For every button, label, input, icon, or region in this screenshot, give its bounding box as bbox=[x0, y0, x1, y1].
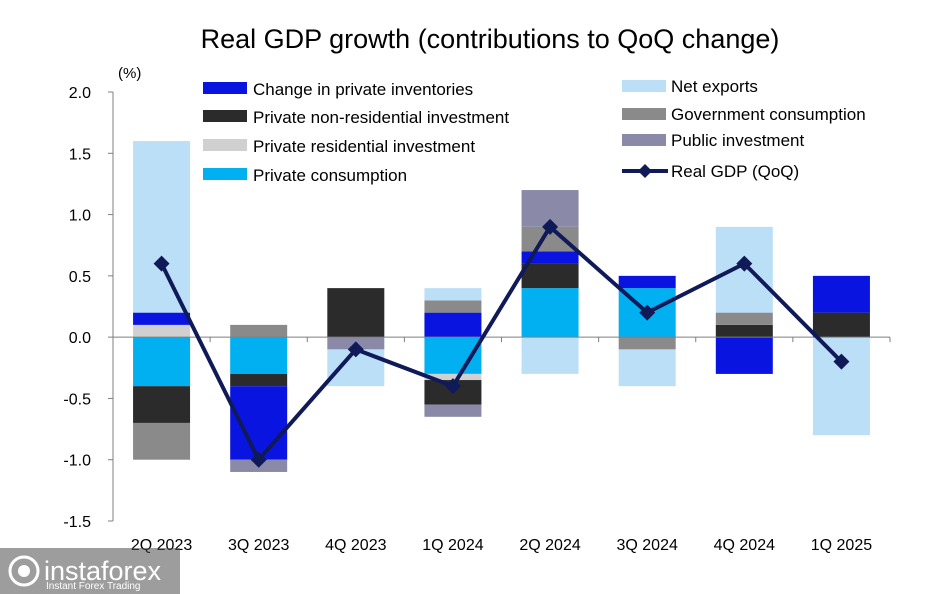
bar-change-in-private-inventories-1q-2025 bbox=[812, 275, 870, 313]
y-tick-label: -1.0 bbox=[63, 453, 91, 470]
bar-government-consumption-1q-2024 bbox=[424, 300, 482, 313]
legend-swatch-net-exports bbox=[622, 80, 666, 92]
bar-government-consumption-2q-2023 bbox=[133, 422, 191, 460]
axes bbox=[108, 91, 891, 522]
y-axis-unit: (%) bbox=[118, 65, 141, 82]
legend-label-private-non-residential-investment: Private non-residential investment bbox=[253, 108, 509, 127]
bar-private-residential-investment-2q-2023 bbox=[133, 324, 191, 338]
y-tick-label: 1.5 bbox=[69, 146, 91, 163]
y-tick-labels: 2.0 1.5 1.0 0.5 0.0 -0.5 -1.0 -1.5 bbox=[63, 85, 91, 531]
legend-label-real-gdp-qoq: Real GDP (QoQ) bbox=[671, 162, 799, 181]
x-tick-labels: 2Q 2023 3Q 2023 4Q 2023 1Q 2024 2Q 2024 3Q 20… bbox=[131, 537, 872, 554]
watermark: instaforex Instant Forex Trading bbox=[0, 548, 180, 594]
bar-government-consumption-3q-2023 bbox=[230, 324, 288, 338]
legend-swatch-public-investment bbox=[622, 134, 666, 146]
bar-net-exports-2q-2023 bbox=[133, 141, 191, 313]
bar-net-exports-2q-2024 bbox=[521, 337, 579, 374]
bar-private-non-residential-investment-3q-2023 bbox=[230, 373, 288, 387]
legend-swatch-change-in-private-inventories bbox=[203, 82, 247, 94]
real-gdp-point-1q-2025 bbox=[833, 353, 850, 370]
bar-private-consumption-3q-2023 bbox=[230, 337, 288, 374]
stacked-bars bbox=[133, 141, 870, 472]
bar-private-non-residential-investment-2q-2023 bbox=[133, 386, 191, 423]
legend-label-public-investment: Public investment bbox=[671, 131, 805, 150]
watermark-tagline: Instant Forex Trading bbox=[46, 581, 141, 592]
bar-net-exports-3q-2024 bbox=[618, 349, 676, 387]
instaforex-logo-icon bbox=[8, 555, 40, 587]
bar-private-consumption-2q-2024 bbox=[521, 288, 579, 338]
bar-change-in-private-inventories-2q-2024 bbox=[521, 251, 579, 264]
legend-label-private-residential-investment: Private residential investment bbox=[253, 137, 475, 156]
real-gdp-line bbox=[153, 218, 850, 468]
real-gdp-point-4q-2024 bbox=[736, 255, 753, 272]
legend-swatch-private-non-residential-investment bbox=[203, 110, 247, 122]
real-gdp-point-4q-2023 bbox=[347, 341, 364, 358]
bar-private-non-residential-investment-4q-2023 bbox=[327, 288, 385, 338]
real-gdp-point-3q-2023 bbox=[250, 451, 267, 468]
legend-label-private-consumption: Private consumption bbox=[253, 166, 407, 185]
chart-title: Real GDP growth (contributions to QoQ ch… bbox=[201, 24, 780, 54]
bar-private-residential-investment-1q-2024 bbox=[424, 373, 482, 381]
bar-change-in-private-inventories-1q-2024 bbox=[424, 312, 482, 338]
y-tick-label: 2.0 bbox=[69, 85, 91, 102]
x-tick-label-1q-2025: 1Q 2025 bbox=[811, 537, 872, 554]
bar-private-non-residential-investment-1q-2025 bbox=[812, 312, 870, 338]
bar-private-consumption-2q-2023 bbox=[133, 337, 191, 387]
x-tick-label-2q-2024: 2Q 2024 bbox=[519, 537, 580, 554]
real-gdp-point-3q-2024 bbox=[639, 304, 656, 321]
x-tick-label-3q-2023: 3Q 2023 bbox=[228, 537, 289, 554]
y-tick-label: 0.5 bbox=[69, 269, 91, 286]
legend-swatch-private-consumption bbox=[203, 168, 247, 180]
bar-government-consumption-3q-2024 bbox=[618, 337, 676, 350]
bar-net-exports-1q-2024 bbox=[424, 288, 482, 301]
real-gdp-point-2q-2024 bbox=[542, 218, 559, 235]
bar-private-non-residential-investment-4q-2024 bbox=[715, 324, 773, 338]
y-tick-label: 1.0 bbox=[69, 208, 91, 225]
x-tick-label-4q-2023: 4Q 2023 bbox=[325, 537, 386, 554]
y-tick-label: -0.5 bbox=[63, 391, 91, 408]
legend-label-government-consumption: Government consumption bbox=[671, 105, 866, 124]
bar-net-exports-1q-2025 bbox=[812, 337, 870, 436]
y-tick-label: 0.0 bbox=[69, 330, 91, 347]
y-tick-label: -1.5 bbox=[63, 514, 91, 531]
bar-government-consumption-4q-2024 bbox=[715, 312, 773, 325]
bar-change-in-private-inventories-2q-2023 bbox=[133, 312, 191, 325]
real-gdp-series-line bbox=[159, 224, 843, 462]
real-gdp-point-1q-2024 bbox=[444, 378, 461, 395]
x-tick-label-1q-2024: 1Q 2024 bbox=[422, 537, 483, 554]
watermark-brand: instaforex bbox=[44, 556, 162, 586]
bar-change-in-private-inventories-4q-2024 bbox=[715, 337, 773, 374]
legend-marker-real-gdp-qoq bbox=[638, 164, 652, 178]
legend: Change in private inventories Private non… bbox=[203, 77, 866, 185]
x-tick-label-4q-2024: 4Q 2024 bbox=[714, 537, 775, 554]
x-tick-label-3q-2024: 3Q 2024 bbox=[616, 537, 677, 554]
legend-swatch-government-consumption bbox=[622, 108, 666, 120]
legend-swatch-private-residential-investment bbox=[203, 139, 247, 151]
bar-change-in-private-inventories-3q-2024 bbox=[618, 275, 676, 289]
legend-label-net-exports: Net exports bbox=[671, 77, 758, 96]
legend-label-change-in-private-inventories: Change in private inventories bbox=[253, 80, 473, 99]
real-gdp-point-2q-2023 bbox=[153, 255, 170, 272]
bar-private-non-residential-investment-2q-2024 bbox=[521, 263, 579, 289]
bar-public-investment-1q-2024 bbox=[424, 404, 482, 417]
